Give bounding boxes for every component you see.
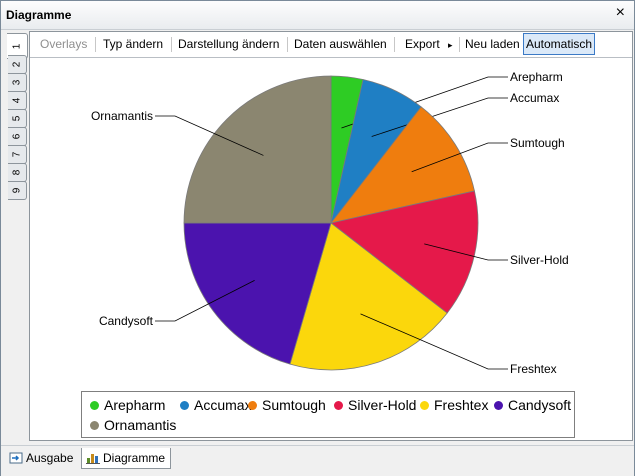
tab-diagramme[interactable]: Diagramme bbox=[81, 448, 172, 469]
legend-item-accumax: Accumax bbox=[180, 397, 252, 413]
export-menu-button[interactable]: Export ▸ bbox=[405, 36, 453, 52]
pie-label-accumax: Accumax bbox=[510, 91, 559, 105]
pie-slice-candysoft bbox=[183, 222, 332, 365]
pie-label-silver-hold: Silver-Hold bbox=[510, 253, 569, 267]
typ-aendern-button[interactable]: Typ ändern bbox=[103, 37, 164, 51]
tab-ausgabe[interactable]: Ausgabe bbox=[5, 448, 73, 468]
pie-slice-sumtough bbox=[330, 106, 475, 224]
chart-legend: Arepharm Accumax Sumtough Silver-Hold Fresht… bbox=[81, 391, 575, 438]
vtab-5[interactable]: 5 bbox=[8, 109, 27, 128]
legend-marker bbox=[494, 400, 503, 410]
legend-item-arepharm: Arepharm bbox=[90, 397, 165, 413]
vtab-8[interactable]: 8 bbox=[8, 163, 27, 182]
automatisch-button[interactable]: Automatisch bbox=[523, 33, 596, 55]
pie-label-arepharm: Arepharm bbox=[510, 70, 563, 84]
leader-line-ornamantis bbox=[155, 115, 264, 156]
chart-panel: Overlays Typ ändern Darstellung ändern D… bbox=[29, 31, 633, 441]
leader-line-freshtex bbox=[360, 313, 508, 370]
legend-label: Accumax bbox=[194, 397, 252, 413]
tab-ausgabe-label: Ausgabe bbox=[26, 451, 74, 465]
daten-auswaehlen-button[interactable]: Daten auswählen bbox=[294, 37, 387, 51]
window-title: Diagramme bbox=[6, 8, 72, 22]
legend-item-ornamantis: Ornamantis bbox=[90, 417, 176, 433]
vtab-7[interactable]: 7 bbox=[8, 145, 27, 164]
legend-item-silver-hold: Silver-Hold bbox=[334, 397, 416, 413]
chart-toolbar: Overlays Typ ändern Darstellung ändern D… bbox=[30, 32, 632, 58]
pie-chart: Arepharm Accumax Sumtough Silver-Hold Fresht… bbox=[91, 70, 569, 376]
toolbar-separator bbox=[95, 37, 96, 52]
tab-diagramme-label: Diagramme bbox=[103, 451, 166, 465]
pie-label-candysoft: Candysoft bbox=[99, 314, 154, 328]
pie-slice-silver-hold bbox=[330, 190, 479, 314]
close-icon[interactable]: × bbox=[615, 4, 625, 21]
chart-icon bbox=[86, 454, 100, 464]
legend-label: Sumtough bbox=[262, 397, 326, 413]
title-bar: Diagramme × bbox=[1, 1, 634, 30]
neu-laden-button[interactable]: Neu laden bbox=[465, 37, 520, 51]
legend-item-candysoft: Candysoft bbox=[494, 397, 571, 413]
legend-marker bbox=[180, 400, 189, 410]
toolbar-separator bbox=[287, 37, 288, 52]
output-icon bbox=[9, 452, 23, 464]
legend-label: Silver-Hold bbox=[348, 397, 417, 413]
submenu-arrow-icon: ▸ bbox=[448, 40, 453, 50]
toolbar-separator bbox=[459, 37, 460, 52]
vtab-6[interactable]: 6 bbox=[8, 127, 27, 146]
darstellung-aendern-button[interactable]: Darstellung ändern bbox=[178, 37, 280, 51]
pie-slice-ornamantis bbox=[183, 75, 332, 224]
legend-label: Candysoft bbox=[508, 397, 572, 413]
legend-marker bbox=[248, 400, 257, 410]
pie-label-sumtough: Sumtough bbox=[510, 136, 565, 150]
legend-marker bbox=[334, 400, 343, 410]
pie-label-freshtex: Freshtex bbox=[510, 362, 557, 376]
pie-slice-freshtex bbox=[289, 222, 448, 371]
leader-line-sumtough bbox=[411, 142, 508, 173]
legend-label: Ornamantis bbox=[104, 417, 177, 433]
export-label: Export bbox=[405, 37, 440, 51]
vtab-2[interactable]: 2 bbox=[8, 55, 27, 74]
toolbar-separator bbox=[394, 37, 395, 52]
legend-label: Arepharm bbox=[104, 397, 166, 413]
vtab-9[interactable]: 9 bbox=[8, 181, 27, 200]
legend-marker bbox=[90, 400, 99, 410]
vtab-3[interactable]: 3 bbox=[8, 73, 27, 92]
legend-item-sumtough: Sumtough bbox=[248, 397, 326, 413]
vtab-4[interactable]: 4 bbox=[8, 91, 27, 110]
legend-marker bbox=[420, 400, 429, 410]
leader-line-candysoft bbox=[155, 280, 255, 322]
bottom-tab-bar: Ausgabe Diagramme bbox=[1, 445, 634, 476]
vertical-tab-strip: 1 2 3 4 5 6 7 8 9 bbox=[4, 31, 30, 201]
overlays-button[interactable]: Overlays bbox=[40, 37, 88, 51]
legend-label: Freshtex bbox=[434, 397, 489, 413]
toolbar-separator bbox=[171, 37, 172, 52]
pie-label-ornamantis: Ornamantis bbox=[91, 109, 153, 123]
leader-line-silver-hold bbox=[424, 243, 508, 261]
legend-item-freshtex: Freshtex bbox=[420, 397, 488, 413]
legend-marker bbox=[90, 420, 99, 430]
